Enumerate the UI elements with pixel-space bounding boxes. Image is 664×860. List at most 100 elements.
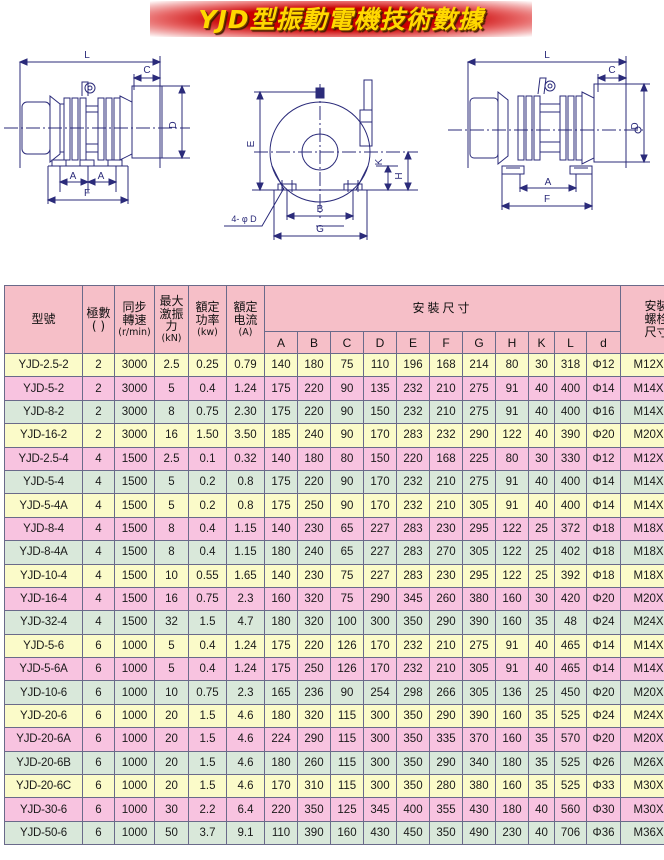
col-header-force: 最大 激振 力 (kN) (154, 285, 189, 354)
cell-force: 8 (154, 540, 189, 565)
cell-force: 5 (154, 633, 189, 659)
cell-speed: 1500 (114, 540, 155, 565)
cell-poles: 6 (82, 797, 115, 822)
cell-bolt: M26X1.5 (620, 750, 664, 776)
cell-current: 2.30 (226, 399, 265, 425)
cell-power: 0.75 (188, 399, 227, 425)
cell-H: 122 (495, 423, 529, 448)
col-header-current: 額定 电流 (A) (226, 285, 265, 354)
cell-H: 122 (495, 516, 529, 542)
cell-G: 295 (462, 563, 496, 588)
cell-B: 230 (297, 563, 331, 588)
col-header-dim-K: K (528, 331, 555, 354)
cell-L: 48 (554, 610, 587, 635)
cell-current: 1.15 (226, 516, 265, 542)
cell-G: 275 (462, 633, 496, 659)
cell-L: 465 (554, 633, 587, 659)
cell-E: 400 (396, 797, 430, 822)
drawing-end-view: E H K B G 4- φ D (212, 40, 440, 272)
dim-label-A1: A (70, 171, 77, 182)
cell-D: 300 (363, 727, 397, 752)
cell-speed: 3000 (114, 352, 155, 378)
cell-D: 170 (363, 633, 397, 659)
cell-E: 450 (396, 820, 430, 846)
cell-K: 40 (528, 376, 555, 401)
dim-label-L: L (84, 50, 90, 61)
cell-L: 392 (554, 563, 587, 588)
cell-B: 320 (297, 703, 331, 729)
cell-speed: 1000 (114, 680, 155, 705)
cell-B: 180 (297, 352, 331, 378)
cell-L: 400 (554, 399, 587, 425)
cell-F: 210 (429, 399, 463, 425)
cell-current: 3.50 (226, 423, 265, 448)
col-header-dim-H: H (495, 331, 529, 354)
cell-G: 305 (462, 680, 496, 705)
cell-K: 35 (528, 774, 555, 799)
cell-E: 232 (396, 633, 430, 659)
cell-D: 430 (363, 820, 397, 846)
cell-poles: 6 (82, 750, 115, 776)
cell-L: 525 (554, 750, 587, 776)
cell-B: 220 (297, 376, 331, 401)
dim-label-L: L (544, 50, 550, 61)
dim-label-A2: A (98, 171, 105, 182)
cell-poles: 2 (82, 399, 115, 425)
cell-power: 1.5 (188, 610, 227, 635)
cell-poles: 2 (82, 423, 115, 448)
cell-F: 230 (429, 516, 463, 542)
col-header-power-l1: 額定 (195, 300, 220, 315)
cell-power: 0.2 (188, 493, 227, 518)
cell-power: 1.5 (188, 703, 227, 729)
cell-poles: 4 (82, 610, 115, 635)
cell-D: 135 (363, 376, 397, 401)
cell-H: 91 (495, 633, 529, 659)
dim-label-4-phi-D: 4- φ D (231, 214, 257, 224)
cell-d: Φ30 (586, 797, 621, 822)
cell-bolt: M20X1.5 (620, 680, 664, 705)
table-row: YJD-20-6C 6 1000 20 1.5 4.6 170 310 115 300 350 280… (4, 774, 664, 799)
table-row: YJD-20-6 6 1000 20 1.5 4.6 180 320 115 300 350 290 3… (4, 703, 664, 729)
col-header-dim-A: A (264, 331, 298, 354)
cell-G: 305 (462, 657, 496, 682)
cell-current: 2.3 (226, 586, 265, 612)
cell-E: 283 (396, 423, 430, 448)
cell-D: 290 (363, 586, 397, 612)
cell-force: 32 (154, 610, 189, 635)
cell-force: 8 (154, 516, 189, 542)
cell-B: 250 (297, 493, 331, 518)
cell-poles: 4 (82, 516, 115, 542)
cell-F: 280 (429, 774, 463, 799)
cell-K: 30 (528, 586, 555, 612)
cell-speed: 1000 (114, 703, 155, 729)
cell-bolt: M14X1.5 (620, 657, 664, 682)
col-header-poles-unit: ( ) (91, 318, 106, 333)
cell-force: 16 (154, 423, 189, 448)
cell-G: 275 (462, 399, 496, 425)
cell-C: 90 (330, 469, 364, 495)
cell-E: 196 (396, 352, 430, 378)
cell-bolt: M36X1.5 (620, 820, 664, 846)
cell-D: 300 (363, 610, 397, 635)
cell-E: 232 (396, 657, 430, 682)
cell-model: YJD-5-6 (4, 633, 83, 659)
cell-poles: 6 (82, 680, 115, 705)
cell-H: 122 (495, 563, 529, 588)
cell-C: 126 (330, 633, 364, 659)
cell-A: 110 (264, 820, 298, 846)
cell-C: 65 (330, 540, 364, 565)
cell-C: 80 (330, 446, 364, 471)
cell-speed: 1000 (114, 727, 155, 752)
cell-L: 570 (554, 727, 587, 752)
cell-speed: 1500 (114, 516, 155, 542)
cell-G: 380 (462, 586, 496, 612)
cell-speed: 1000 (114, 633, 155, 659)
cell-bolt: M12X1.5 (620, 352, 664, 378)
cell-model: YJD-32-4 (4, 610, 83, 635)
col-header-power: 額定 功率 (kw) (188, 285, 227, 354)
cell-E: 232 (396, 399, 430, 425)
col-header-force-l1: 最大 (159, 293, 184, 308)
cell-L: 706 (554, 820, 587, 846)
cell-C: 126 (330, 657, 364, 682)
technical-drawings: L C D A A F (0, 40, 664, 272)
